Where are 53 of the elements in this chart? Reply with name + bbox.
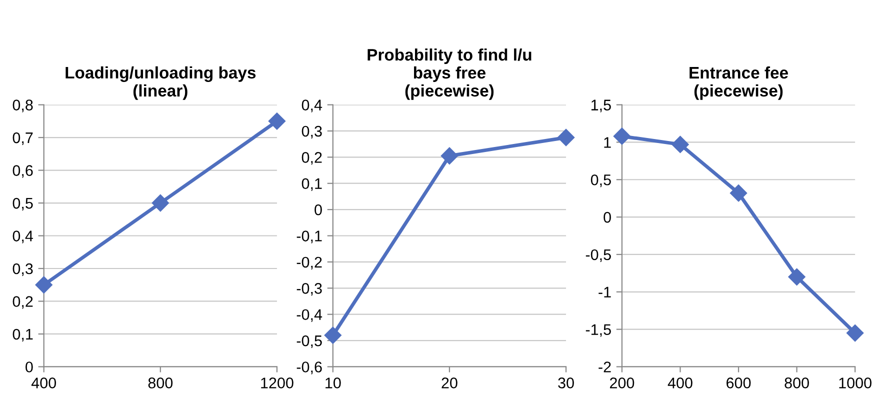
chart-title: Probability to find l/u bays free (piecewise) — [368, 48, 532, 100]
y-tick-label: 0,6 — [12, 165, 33, 178]
y-tick-label: -0,6 — [296, 362, 322, 374]
x-tick-label: 200 — [610, 378, 634, 388]
y-tick-label: 0,3 — [12, 263, 33, 276]
point — [152, 194, 169, 212]
x-tick-label: 20 — [442, 378, 458, 388]
chart-title: Entrance fee (piecewise) — [690, 66, 788, 100]
y-tick-label: 0,2 — [12, 296, 33, 309]
y-tick-label: -0,5 — [586, 249, 611, 262]
point — [730, 184, 748, 202]
point — [672, 136, 689, 153]
point — [324, 326, 342, 344]
y-tick-label: 0,4 — [12, 230, 33, 244]
x-tick-label: 1200 — [261, 378, 294, 388]
y-tick-label: 0,4 — [302, 100, 322, 112]
y-tick-label: 0,3 — [302, 126, 322, 138]
y-tick-label: -0,4 — [296, 309, 322, 322]
point — [557, 128, 575, 146]
y-tick-label: 0 — [314, 204, 322, 216]
point — [788, 268, 806, 286]
x-tick-label: 800 — [784, 378, 809, 388]
y-tick-label: 0 — [604, 212, 611, 223]
x-tick-label: 400 — [668, 378, 692, 388]
y-tick-label: -0,3 — [296, 283, 322, 296]
x-tick-label: 30 — [558, 378, 574, 388]
y-tick-label: 0,1 — [12, 328, 33, 342]
y-tick-label: -1,5 — [586, 324, 611, 337]
x-tick-label: 400 — [31, 378, 56, 388]
y-tick-label: 0,2 — [302, 152, 322, 165]
x-tick-label: 1000 — [839, 378, 872, 388]
x-tick-label: 800 — [148, 378, 173, 388]
chart-title: Loading/unloading bays (linear) — [66, 66, 256, 100]
point — [268, 112, 286, 130]
y-tick-label: -1 — [598, 286, 611, 298]
y-tick-label: 0,7 — [12, 132, 33, 146]
y-tick-label: 0 — [26, 362, 33, 372]
y-tick-label: 0,5 — [12, 198, 33, 210]
point — [440, 147, 458, 164]
y-tick-label: 0,5 — [590, 174, 611, 188]
y-tick-label: 0,8 — [12, 100, 33, 112]
point — [846, 324, 864, 342]
y-tick-label: 1 — [604, 137, 611, 148]
x-tick-label: 600 — [726, 378, 751, 388]
y-tick-label: -2 — [598, 362, 611, 372]
y-tick-label: -0,1 — [296, 230, 322, 244]
point — [613, 128, 631, 145]
y-tick-label: 1,5 — [591, 100, 611, 112]
y-tick-label: -0,2 — [296, 256, 322, 270]
point — [35, 276, 52, 294]
y-tick-label: -0,5 — [296, 335, 322, 348]
x-tick-label: 10 — [326, 378, 341, 388]
y-tick-label: 0,1 — [302, 178, 322, 191]
